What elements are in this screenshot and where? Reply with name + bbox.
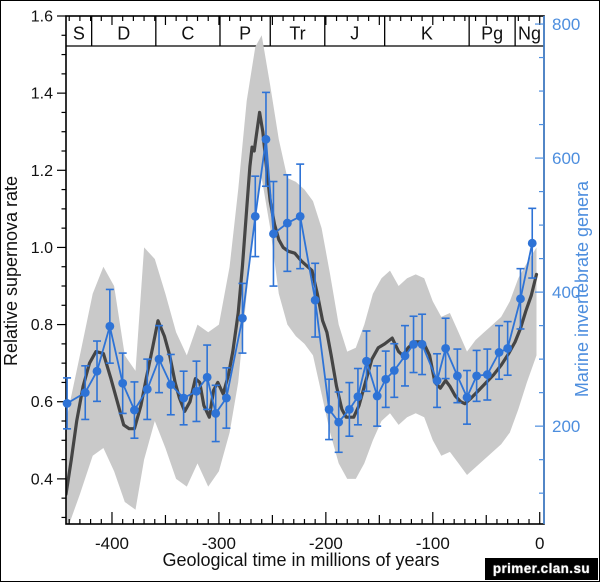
genera-data-point: [310, 295, 320, 305]
y-right-tick-label: 600: [552, 149, 580, 168]
genera-data-point: [503, 344, 513, 353]
period-label: P: [239, 24, 251, 44]
genera-data-point: [409, 339, 418, 349]
period-label: S: [73, 24, 85, 44]
y-left-tick-label: 0.8: [31, 317, 53, 334]
genera-data-point: [211, 409, 221, 418]
genera-data-point: [142, 384, 152, 394]
y-left-tick-label: 1.6: [31, 9, 53, 26]
y-left-tick-label: 0.6: [31, 394, 53, 411]
genera-data-point: [334, 417, 344, 427]
genera-data-point: [62, 398, 72, 408]
y-right-axis-title: Marine invertebrate genera: [572, 180, 592, 397]
y-left-axis-title: Relative supernova rate: [1, 176, 21, 366]
y-left-tick-label: 0.4: [31, 471, 53, 488]
x-tick-label: 0: [535, 534, 544, 553]
period-label: Pg: [481, 24, 503, 44]
genera-data-point: [166, 380, 176, 390]
genera-data-point: [118, 378, 128, 388]
genera-data-point: [105, 321, 115, 331]
y-right-tick-label: 800: [552, 15, 580, 34]
genera-data-point: [362, 356, 371, 366]
geologic-period-strip: S D C P Tr J K Pg Ng: [73, 16, 541, 46]
x-tick-label: -200: [309, 534, 343, 553]
y-left-tick-label: 1.0: [31, 240, 53, 257]
y-left-tick-label: 1.4: [31, 86, 53, 103]
genera-series: [62, 91, 537, 454]
period-label: Ng: [518, 24, 541, 44]
genera-data-point: [516, 294, 525, 304]
period-label: D: [117, 24, 130, 44]
axes: -400 -300 -200 -100 0 0.4 0.6 0.8 1.0 1.2 1.4 1.6 20…: [1, 9, 592, 571]
y-left-tick-label: 1.2: [31, 163, 53, 180]
y-right-tick-label: 400: [552, 283, 580, 302]
genera-data-point: [400, 351, 410, 361]
genera-data-point: [381, 374, 391, 384]
genera-data-point: [452, 371, 462, 381]
genera-data-point: [269, 229, 278, 239]
genera-data-point: [482, 370, 492, 379]
genera-data-point: [494, 348, 504, 357]
genera-data-point: [154, 354, 164, 364]
genera-data-point: [472, 371, 482, 381]
x-tick-label: -100: [416, 534, 450, 553]
period-label: J: [350, 24, 359, 44]
sn-rate-line: [66, 110, 539, 496]
genera-data-point: [92, 366, 102, 376]
x-axis-title: Geological time in millions of years: [162, 550, 439, 570]
genera-data-point: [353, 392, 363, 402]
genera-data-point: [250, 211, 260, 221]
genera-data-point: [432, 376, 442, 385]
period-label: C: [181, 24, 194, 44]
genera-data-point: [80, 388, 90, 398]
x-tick-label: -300: [202, 534, 236, 553]
period-label: Tr: [289, 24, 305, 44]
genera-data-point: [179, 393, 189, 403]
genera-data-point: [389, 366, 399, 375]
genera-data-point: [192, 386, 201, 396]
period-label: K: [421, 24, 433, 44]
genera-data-point: [238, 313, 247, 323]
genera-data-point: [527, 238, 537, 248]
y-right-tick-label: 200: [552, 417, 580, 436]
genera-data-point: [417, 339, 427, 349]
genera-data-point: [261, 134, 271, 144]
genera-data-point: [202, 372, 212, 382]
genera-data-point: [295, 211, 305, 221]
genera-data-point: [372, 391, 382, 401]
genera-data-point: [462, 392, 472, 402]
genera-data-point: [324, 404, 334, 414]
genera-data-point: [441, 344, 451, 353]
x-tick-label: -400: [95, 534, 129, 553]
genera-data-point: [344, 404, 354, 414]
genera-data-point: [282, 218, 292, 228]
watermark: primer.clan.su: [484, 558, 598, 580]
genera-data-point: [130, 405, 139, 415]
genera-data-point: [222, 393, 231, 403]
